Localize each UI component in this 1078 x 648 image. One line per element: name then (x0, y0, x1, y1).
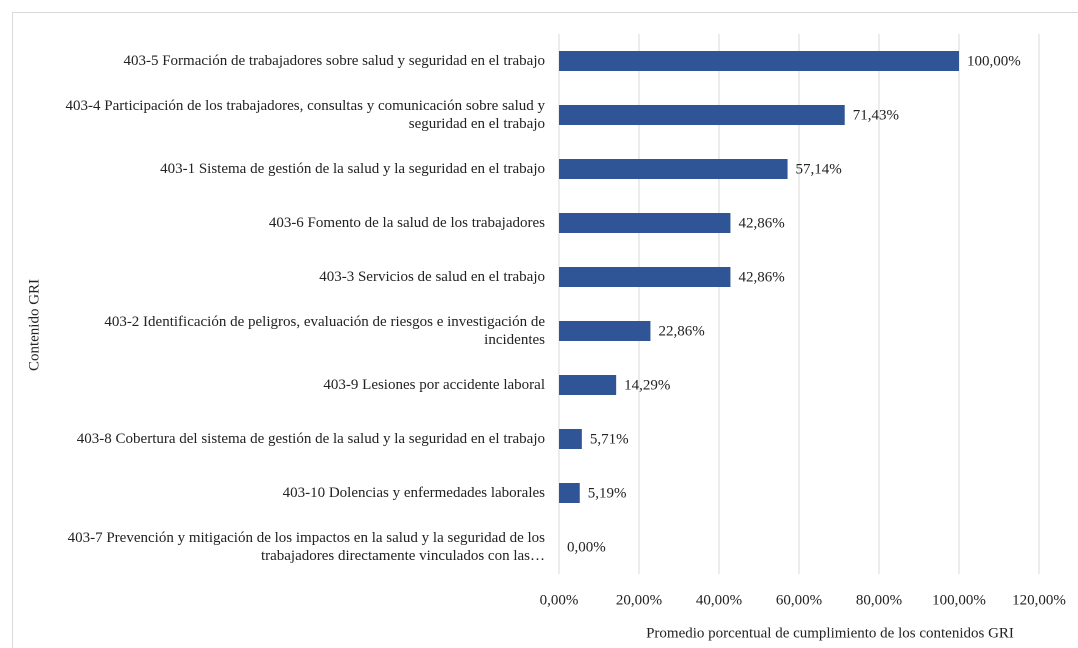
x-tick-label: 100,00% (932, 592, 986, 608)
y-tick-label: 403-4 Participación de los trabajadores,… (65, 98, 545, 132)
bar (559, 213, 731, 233)
bar (559, 375, 617, 395)
data-label: 57,14% (796, 161, 842, 177)
y-tick-label: 403-2 Identificación de peligros, evalua… (104, 314, 545, 348)
y-tick-label: 403-7 Prevención y mitigación de los imp… (67, 530, 545, 564)
bar (559, 429, 582, 449)
data-label: 42,86% (738, 215, 784, 231)
y-axis-title: Contenido GRI (26, 279, 42, 371)
x-tick-label: 80,00% (856, 592, 902, 608)
y-tick-label: 403-8 Cobertura del sistema de gestión d… (76, 431, 545, 447)
bar (559, 483, 580, 503)
y-tick-label: 403-3 Servicios de salud en el trabajo (319, 269, 545, 285)
data-label: 5,19% (588, 485, 627, 501)
x-tick-label: 120,00% (1012, 592, 1066, 608)
y-tick-label: 403-6 Fomento de la salud de los trabaja… (268, 215, 545, 231)
bar (559, 51, 959, 71)
data-label: 14,29% (624, 377, 670, 393)
bar (559, 267, 731, 287)
data-label: 5,71% (590, 431, 629, 447)
x-tick-label: 40,00% (696, 592, 742, 608)
x-axis-title: Promedio porcentual de cumplimiento de l… (646, 625, 1014, 641)
x-tick-label: 60,00% (776, 592, 822, 608)
data-label: 0,00% (567, 539, 606, 555)
x-tick-label: 0,00% (540, 592, 579, 608)
bar (559, 159, 788, 179)
bar (559, 105, 845, 125)
data-label: 42,86% (738, 269, 784, 285)
chart-border (12, 12, 1078, 648)
data-label: 71,43% (853, 107, 899, 123)
bar (559, 321, 651, 341)
y-tick-label: 403-1 Sistema de gestión de la salud y l… (160, 161, 545, 177)
y-tick-label: 403-9 Lesiones por accidente laboral (323, 377, 545, 393)
data-label: 22,86% (658, 323, 704, 339)
y-tick-label: 403-10 Dolencias y enfermedades laborale… (282, 485, 545, 501)
x-tick-label: 20,00% (616, 592, 662, 608)
y-tick-label: 403-5 Formación de trabajadores sobre sa… (123, 53, 545, 69)
data-label: 100,00% (967, 53, 1021, 69)
